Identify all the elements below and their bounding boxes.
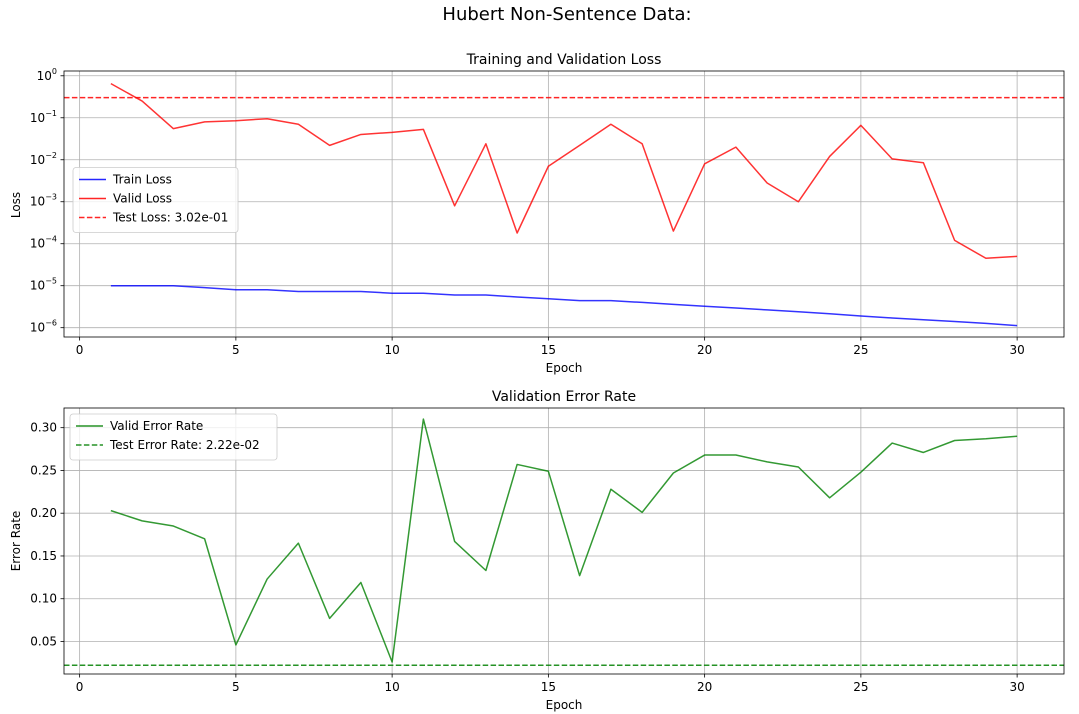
loss-ytick-label: 10−5 <box>30 277 57 293</box>
loss-xtick-label: 25 <box>853 343 868 357</box>
error-rate-xtick-label: 15 <box>541 680 556 694</box>
error-rate-legend: Valid Error Rate Test Error Rate: 2.22e-0… <box>69 413 278 461</box>
loss-chart-xlabel: Epoch <box>546 361 583 375</box>
loss-ytick-label: 10−3 <box>30 193 57 209</box>
error-rate-chart-xlabel: Epoch <box>546 698 583 712</box>
error-rate-chart-ylabel: Error Rate <box>9 511 23 572</box>
loss-xtick-label: 30 <box>1009 343 1024 357</box>
error-rate-ytick-label: 0.20 <box>30 506 57 520</box>
loss-xtick-label: 10 <box>384 343 399 357</box>
loss-legend-frame <box>72 167 239 233</box>
loss-legend-label: Valid Loss <box>113 192 172 206</box>
error-rate-xtick-label: 0 <box>76 680 84 694</box>
error-rate-ytick-label: 0.30 <box>30 421 57 435</box>
error-rate-ytick-label: 0.05 <box>30 634 57 648</box>
loss-ytick-label: 10−6 <box>30 319 57 335</box>
error-rate-xtick-label: 10 <box>384 680 399 694</box>
figure-suptitle: Hubert Non-Sentence Data: <box>442 4 691 25</box>
error-rate-legend-label: Valid Error Rate <box>110 419 203 433</box>
error-rate-ytick-label: 0.25 <box>30 463 57 477</box>
loss-chart-ylabel: Loss <box>9 192 23 218</box>
loss-legend-label: Train Loss <box>112 173 172 187</box>
valid-error-rate-line <box>110 418 1018 663</box>
loss-plot-area <box>64 82 1064 327</box>
error-rate-chart-title: Validation Error Rate <box>492 389 636 405</box>
loss-ytick-label: 10−4 <box>30 235 57 251</box>
loss-ytick-label: 10−1 <box>30 109 57 125</box>
error-rate-legend-frame <box>69 413 278 461</box>
train-loss-line <box>110 284 1018 327</box>
error-rate-chart: Validation Error Rate Epoch Error Rate 0… <box>9 389 1065 712</box>
loss-ytick-label: 10−2 <box>30 151 57 167</box>
loss-xtick-label: 15 <box>541 343 556 357</box>
loss-ytick-label: 100 <box>37 67 57 83</box>
loss-xtick-label: 0 <box>76 343 84 357</box>
error-rate-plot-area <box>64 418 1064 667</box>
error-rate-ytick-label: 0.15 <box>30 549 57 563</box>
loss-xtick-label: 20 <box>697 343 712 357</box>
error-rate-xtick-label: 5 <box>232 680 240 694</box>
error-rate-xtick-label: 25 <box>853 680 868 694</box>
error-rate-legend-label: Test Error Rate: 2.22e-02 <box>109 438 260 452</box>
loss-chart-title: Training and Validation Loss <box>466 52 662 68</box>
loss-axes-frame <box>63 70 1065 338</box>
loss-legend-label: Test Loss: 3.02e-01 <box>112 211 228 225</box>
loss-xtick-label: 5 <box>232 343 240 357</box>
error-rate-axes-frame <box>63 407 1065 675</box>
valid-loss-line <box>110 82 1018 260</box>
error-rate-xtick-label: 30 <box>1009 680 1024 694</box>
error-rate-xtick-label: 20 <box>697 680 712 694</box>
loss-legend: Train Loss Valid Loss Test Loss: 3.02e-01 <box>72 167 239 233</box>
error-rate-ytick-label: 0.10 <box>30 592 57 606</box>
loss-chart: Training and Validation Loss Epoch Loss … <box>9 52 1065 375</box>
